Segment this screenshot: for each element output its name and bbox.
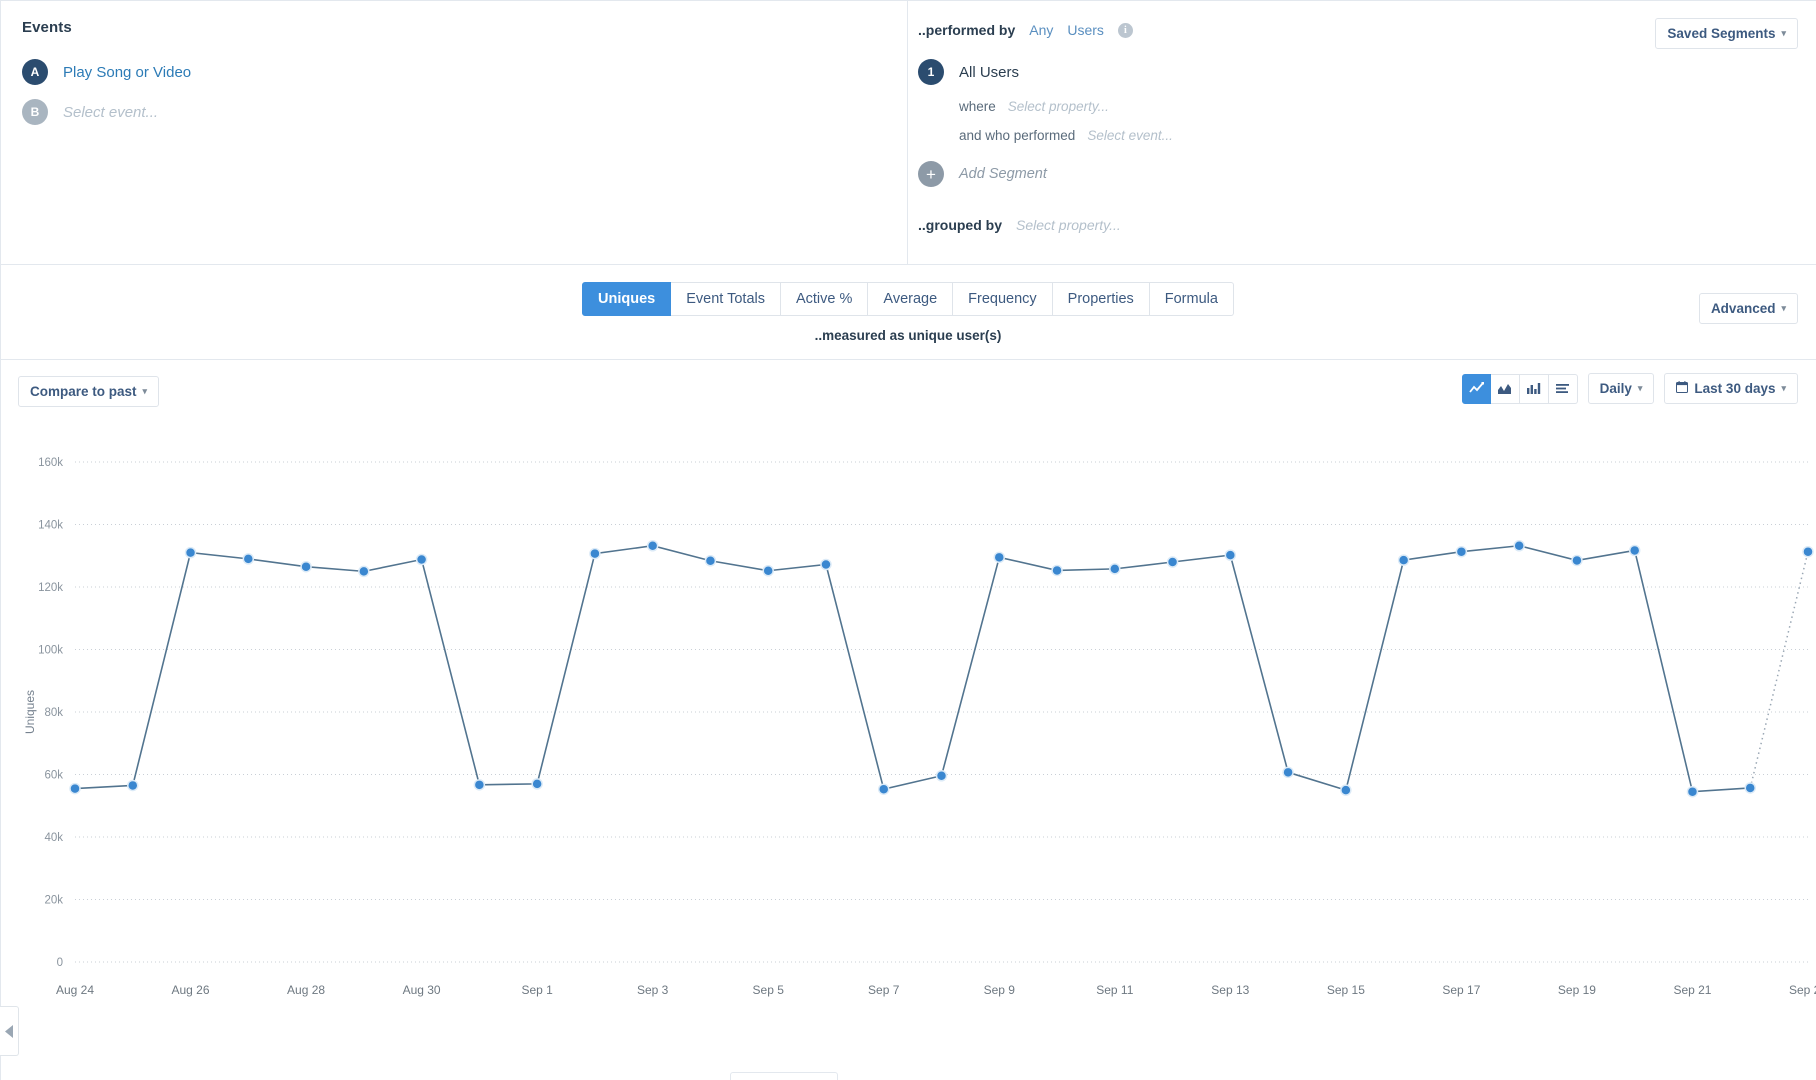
and-who-performed-select-event[interactable]: Select event... xyxy=(1087,128,1173,143)
collapse-left-icon[interactable] xyxy=(0,1006,19,1056)
performed-by-row: ..performed by Any Users i xyxy=(918,19,1816,41)
area-chart-icon[interactable] xyxy=(1490,373,1520,404)
interval-dropdown[interactable]: Daily ▾ xyxy=(1587,373,1655,404)
svg-text:Sep 19: Sep 19 xyxy=(1558,983,1596,997)
svg-text:Sep 15: Sep 15 xyxy=(1327,983,1365,997)
event-badge-b: B xyxy=(22,99,48,125)
performed-by-users[interactable]: Users xyxy=(1067,22,1104,38)
svg-text:Aug 28: Aug 28 xyxy=(287,983,325,997)
measure-tabs: Uniques Event Totals Active % Average Fr… xyxy=(582,281,1234,316)
svg-text:Sep 5: Sep 5 xyxy=(753,983,785,997)
svg-text:Aug 24: Aug 24 xyxy=(56,983,94,997)
svg-text:140k: 140k xyxy=(38,520,63,532)
where-label: where xyxy=(959,99,996,114)
add-segment-row[interactable]: + Add Segment xyxy=(918,161,1816,187)
date-range-dropdown[interactable]: Last 30 days ▾ xyxy=(1664,373,1798,404)
add-segment-label[interactable]: Add Segment xyxy=(959,166,1047,182)
segment-performed-row: and who performed Select event... xyxy=(918,128,1816,143)
compare-to-past-label: Compare to past xyxy=(30,383,137,399)
svg-text:Uniques: Uniques xyxy=(23,690,37,734)
segment-number-badge: 1 xyxy=(918,59,944,85)
event-row-a[interactable]: A Play Song or Video xyxy=(22,52,907,92)
info-icon[interactable]: i xyxy=(1117,22,1133,38)
events-column: Events A Play Song or Video B Select eve… xyxy=(0,1,908,264)
left-rail-divider xyxy=(0,0,1,1080)
svg-text:Sep 17: Sep 17 xyxy=(1442,983,1480,997)
chart-toolbar-right: Daily ▾ Last 30 days ▾ xyxy=(1461,373,1798,404)
events-title: Events xyxy=(22,19,72,36)
svg-text:60k: 60k xyxy=(44,770,63,782)
interval-label: Daily xyxy=(1599,381,1632,396)
svg-text:Sep 13: Sep 13 xyxy=(1211,983,1249,997)
svg-text:Sep 23: Sep 23 xyxy=(1789,983,1816,997)
event-badge-a: A xyxy=(22,59,48,85)
line-chart-icon[interactable] xyxy=(1461,373,1491,404)
segment-name[interactable]: All Users xyxy=(959,63,1020,81)
advanced-button[interactable]: Advanced ▾ xyxy=(1698,293,1798,324)
svg-text:100k: 100k xyxy=(38,645,63,657)
grouped-by-label: ..grouped by xyxy=(918,217,1002,233)
date-range-label: Last 30 days xyxy=(1694,381,1776,396)
calendar-icon xyxy=(1676,381,1689,396)
tab-average[interactable]: Average xyxy=(868,281,954,316)
performed-by-label: ..performed by xyxy=(918,22,1016,38)
svg-text:120k: 120k xyxy=(38,582,63,594)
chart-type-group xyxy=(1461,373,1578,404)
chevron-down-icon: ▾ xyxy=(142,385,148,396)
saved-segments-label: Saved Segments xyxy=(1667,26,1776,41)
svg-text:Sep 3: Sep 3 xyxy=(637,983,669,997)
svg-text:40k: 40k xyxy=(44,832,63,844)
compare-to-past-button[interactable]: Compare to past ▾ xyxy=(18,375,160,407)
svg-text:Sep 7: Sep 7 xyxy=(868,983,900,997)
svg-text:Sep 1: Sep 1 xyxy=(521,983,553,997)
chevron-down-icon: ▾ xyxy=(1781,28,1786,38)
tab-frequency[interactable]: Frequency xyxy=(953,281,1053,316)
event-label-a[interactable]: Play Song or Video xyxy=(63,63,192,81)
performed-by-any[interactable]: Any xyxy=(1029,22,1054,38)
bar-chart-icon[interactable] xyxy=(1519,373,1549,404)
svg-text:160k: 160k xyxy=(38,457,63,469)
svg-text:20k: 20k xyxy=(44,895,63,907)
chevron-down-icon: ▾ xyxy=(1781,383,1786,393)
tab-properties[interactable]: Properties xyxy=(1052,281,1150,316)
svg-text:Sep 21: Sep 21 xyxy=(1673,983,1711,997)
query-panel: Events A Play Song or Video B Select eve… xyxy=(0,0,1816,265)
advanced-label: Advanced xyxy=(1710,301,1776,316)
event-select-b[interactable]: Select event... xyxy=(63,103,159,121)
plus-icon: + xyxy=(918,161,944,187)
chevron-down-icon: ▾ xyxy=(1781,303,1786,313)
tab-active-percent[interactable]: Active % xyxy=(780,281,869,316)
chevron-down-icon: ▾ xyxy=(1637,383,1643,393)
uniques-line-chart[interactable]: 0 20k 40k 60k 80k 100k 120k 140k 160k Uniques Aug … xyxy=(0,422,1816,1077)
bottom-panel-stub[interactable] xyxy=(730,1072,838,1080)
tab-uniques[interactable]: Uniques xyxy=(582,281,672,316)
saved-segments-button[interactable]: Saved Segments ▾ xyxy=(1655,18,1798,49)
segment-column: ..performed by Any Users i 1 All Users w… xyxy=(908,1,1816,264)
chart-toolbar: Compare to past ▾ Daily ▾ xyxy=(0,360,1816,422)
and-who-performed-label: and who performed xyxy=(959,128,1076,143)
event-row-b[interactable]: B Select event... xyxy=(22,92,907,132)
measure-bar: Uniques Event Totals Active % Average Fr… xyxy=(0,265,1816,360)
chart-area[interactable]: 0 20k 40k 60k 80k 100k 120k 140k 160k Uniques Aug … xyxy=(0,422,1816,1077)
svg-text:Aug 26: Aug 26 xyxy=(172,983,210,997)
svg-text:80k: 80k xyxy=(44,707,63,719)
measured-as-text: ..measured as unique user(s) xyxy=(814,327,1002,343)
grouped-by-row: ..grouped by Select property... xyxy=(918,217,1816,233)
svg-text:0: 0 xyxy=(57,957,63,969)
tab-formula[interactable]: Formula xyxy=(1149,281,1234,316)
segment-where-row: where Select property... xyxy=(918,99,1816,114)
svg-text:Aug 30: Aug 30 xyxy=(403,983,441,997)
tab-event-totals[interactable]: Event Totals xyxy=(671,281,781,316)
grouped-by-select-property[interactable]: Select property... xyxy=(1016,217,1121,233)
segment-row-1: 1 All Users xyxy=(918,59,1816,85)
list-view-icon[interactable] xyxy=(1548,373,1578,404)
where-select-property[interactable]: Select property... xyxy=(1007,99,1109,114)
svg-text:Sep 11: Sep 11 xyxy=(1096,983,1133,997)
svg-text:Sep 9: Sep 9 xyxy=(984,983,1016,997)
